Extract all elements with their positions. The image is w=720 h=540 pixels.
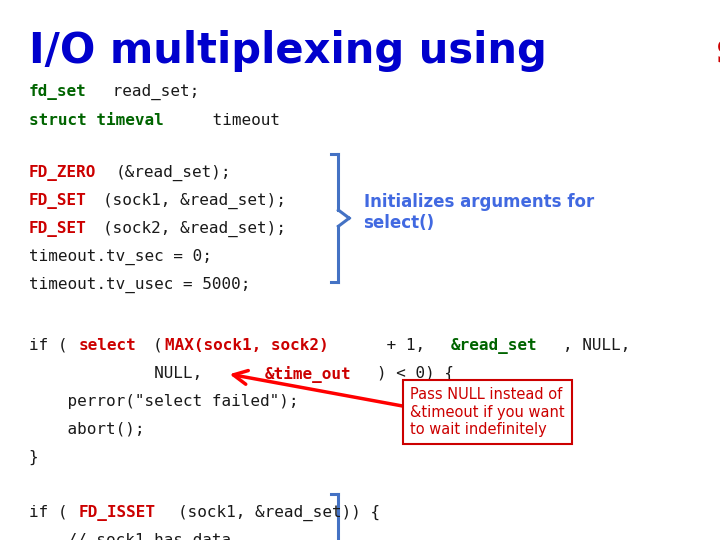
Text: timeout: timeout — [202, 113, 279, 129]
Text: FD_SET: FD_SET — [29, 221, 86, 237]
Text: FD_ISSET: FD_ISSET — [78, 505, 156, 521]
Text: timeout.tv_usec = 5000;: timeout.tv_usec = 5000; — [29, 277, 250, 293]
Text: + 1,: + 1, — [377, 338, 434, 353]
Text: }: } — [29, 450, 38, 465]
Text: struct timeval: struct timeval — [29, 113, 163, 129]
Text: abort();: abort(); — [29, 422, 144, 437]
Text: (sock1, &read_set);: (sock1, &read_set); — [103, 193, 286, 209]
Text: (sock1, &read_set)) {: (sock1, &read_set)) { — [178, 505, 380, 521]
Text: (&read_set);: (&read_set); — [116, 165, 231, 181]
Text: fd_set: fd_set — [29, 84, 86, 100]
Text: // sock1 has data: // sock1 has data — [29, 533, 231, 540]
Text: MAX(sock1, sock2): MAX(sock1, sock2) — [166, 338, 329, 353]
Text: &read_set: &read_set — [451, 338, 538, 354]
Text: FD_SET: FD_SET — [29, 193, 86, 209]
Text: , NULL,: , NULL, — [563, 338, 630, 353]
Text: NULL,: NULL, — [29, 366, 212, 381]
Text: I/O multiplexing using: I/O multiplexing using — [29, 30, 561, 72]
Text: Initializes arguments for
select(): Initializes arguments for select() — [364, 193, 594, 232]
Text: (sock2, &read_set);: (sock2, &read_set); — [103, 221, 286, 237]
Text: if (: if ( — [29, 505, 67, 520]
Text: if (: if ( — [29, 338, 67, 353]
Text: (: ( — [153, 338, 163, 353]
Text: perror("select failed");: perror("select failed"); — [29, 394, 298, 409]
Text: select: select — [78, 338, 136, 353]
Text: &time_out: &time_out — [265, 366, 351, 382]
Text: Pass NULL instead of
&timeout if you want
to wait indefinitely: Pass NULL instead of &timeout if you wan… — [410, 387, 565, 437]
Text: read_set;: read_set; — [103, 84, 199, 100]
Text: timeout.tv_sec = 0;: timeout.tv_sec = 0; — [29, 249, 212, 265]
Text: FD_ZERO: FD_ZERO — [29, 165, 96, 181]
Text: select(): select() — [716, 30, 720, 72]
Text: ) < 0) {: ) < 0) { — [377, 366, 454, 381]
